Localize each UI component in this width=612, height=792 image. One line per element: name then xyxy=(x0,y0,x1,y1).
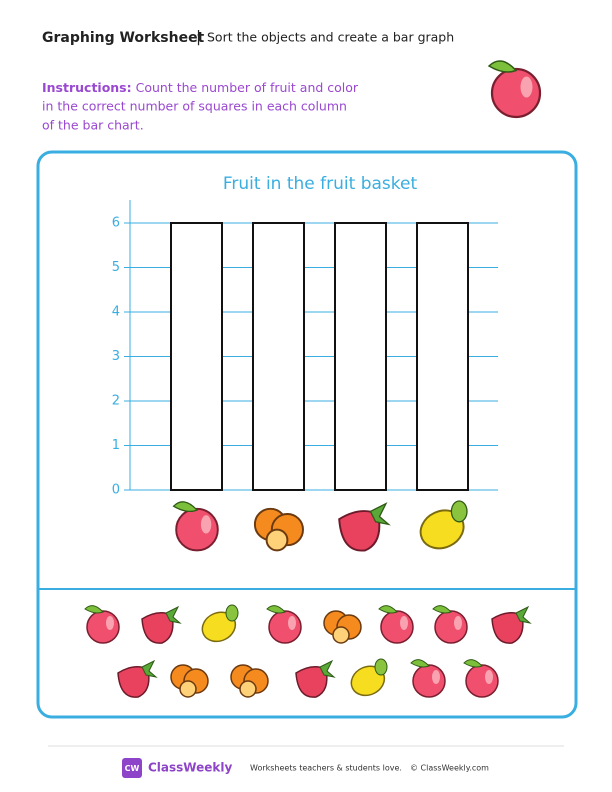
y-tick-label: 5 xyxy=(112,260,120,275)
strawberry-body xyxy=(141,612,174,644)
apple-leaf xyxy=(266,605,286,614)
orange-slice xyxy=(332,626,350,644)
lemon xyxy=(350,658,388,697)
apple-body xyxy=(380,610,414,644)
apple xyxy=(378,605,414,644)
apple-shine xyxy=(520,76,533,98)
apple-leaf xyxy=(487,60,518,73)
footer-tagline: Worksheets teachers & students love. xyxy=(250,764,402,773)
orange-slice xyxy=(239,680,257,698)
apple-leaf xyxy=(432,605,452,614)
apple-leaf xyxy=(84,605,104,614)
y-tick-label: 2 xyxy=(112,394,120,409)
apple xyxy=(172,501,219,552)
apple xyxy=(487,60,542,119)
strawberry xyxy=(141,605,182,644)
apple-body xyxy=(268,610,302,644)
apple-shine xyxy=(106,616,114,630)
apple xyxy=(410,659,446,698)
y-tick-label: 0 xyxy=(112,483,120,498)
apple-body xyxy=(434,610,468,644)
chart-title: Fruit in the fruit basket xyxy=(223,174,418,194)
instructions-line: Instructions: Count the number of fruit … xyxy=(42,80,359,95)
strawberry-body xyxy=(295,666,328,698)
lemon-leaf xyxy=(374,658,388,676)
strawberry-leaves xyxy=(141,659,158,678)
strawberry xyxy=(117,659,158,698)
instructions-label: Instructions: xyxy=(42,80,132,95)
lemon-leaf xyxy=(450,500,468,523)
lemon xyxy=(419,500,468,550)
strawberry-leaves xyxy=(165,605,182,624)
orange-slice xyxy=(179,680,197,698)
empty-column xyxy=(416,222,469,491)
y-tick-label: 1 xyxy=(112,438,120,453)
fruit-pictures xyxy=(84,60,542,698)
apple-leaf xyxy=(172,501,199,513)
strawberry-body xyxy=(491,612,524,644)
strawberry-leaves xyxy=(319,659,336,678)
lemon-leaf xyxy=(225,604,239,622)
chart: 0 1 2 3 4 5 6 xyxy=(112,200,498,498)
y-tick-label: 3 xyxy=(112,349,120,364)
strawberry-leaves xyxy=(369,502,391,526)
apple xyxy=(266,605,302,644)
empty-column xyxy=(334,222,387,491)
apple-shine xyxy=(288,616,296,630)
instructions-text: Count the number of fruit and color xyxy=(136,80,359,95)
content-box xyxy=(36,150,578,719)
instructions-text: in the correct number of squares in each… xyxy=(42,99,347,114)
apple-leaf xyxy=(463,659,483,668)
footer-logo-badge xyxy=(122,758,142,778)
apple-body xyxy=(412,664,446,698)
apple-leaf xyxy=(378,605,398,614)
orange xyxy=(170,664,209,698)
apple-shine xyxy=(454,616,462,630)
strawberry xyxy=(491,605,532,644)
orange xyxy=(253,507,304,552)
instructions-text: of the bar chart. xyxy=(42,118,144,133)
apple-body xyxy=(175,507,219,552)
footer-copyright: © ClassWeekly.com xyxy=(410,764,489,773)
strawberry-body xyxy=(117,666,150,698)
apple-leaf xyxy=(410,659,430,668)
footer-logo: CW xyxy=(125,764,140,773)
apple-shine xyxy=(485,670,493,684)
orange-slice xyxy=(265,528,289,552)
apple xyxy=(432,605,468,644)
apple-body xyxy=(465,664,499,698)
y-tick-label: 6 xyxy=(112,216,120,231)
strawberry xyxy=(338,502,391,552)
lemon xyxy=(201,604,239,643)
y-tick-label: 4 xyxy=(112,305,120,320)
apple-shine xyxy=(432,670,440,684)
apple-body xyxy=(490,67,542,119)
strawberry-leaves xyxy=(515,605,532,624)
empty-column xyxy=(170,222,223,491)
apple-shine xyxy=(200,515,212,534)
title-separator: | xyxy=(196,28,201,46)
orange xyxy=(323,610,362,644)
orange xyxy=(230,664,269,698)
worksheet-title: Graphing Worksheet xyxy=(42,30,205,46)
empty-column xyxy=(252,222,305,491)
apple xyxy=(84,605,120,644)
apple-shine xyxy=(400,616,408,630)
apple xyxy=(463,659,499,698)
footer-brand: ClassWeekly xyxy=(148,761,232,775)
strawberry xyxy=(295,659,336,698)
strawberry-body xyxy=(338,510,381,552)
apple-body xyxy=(86,610,120,644)
worksheet-subtitle: Sort the objects and create a bar graph xyxy=(207,30,454,45)
